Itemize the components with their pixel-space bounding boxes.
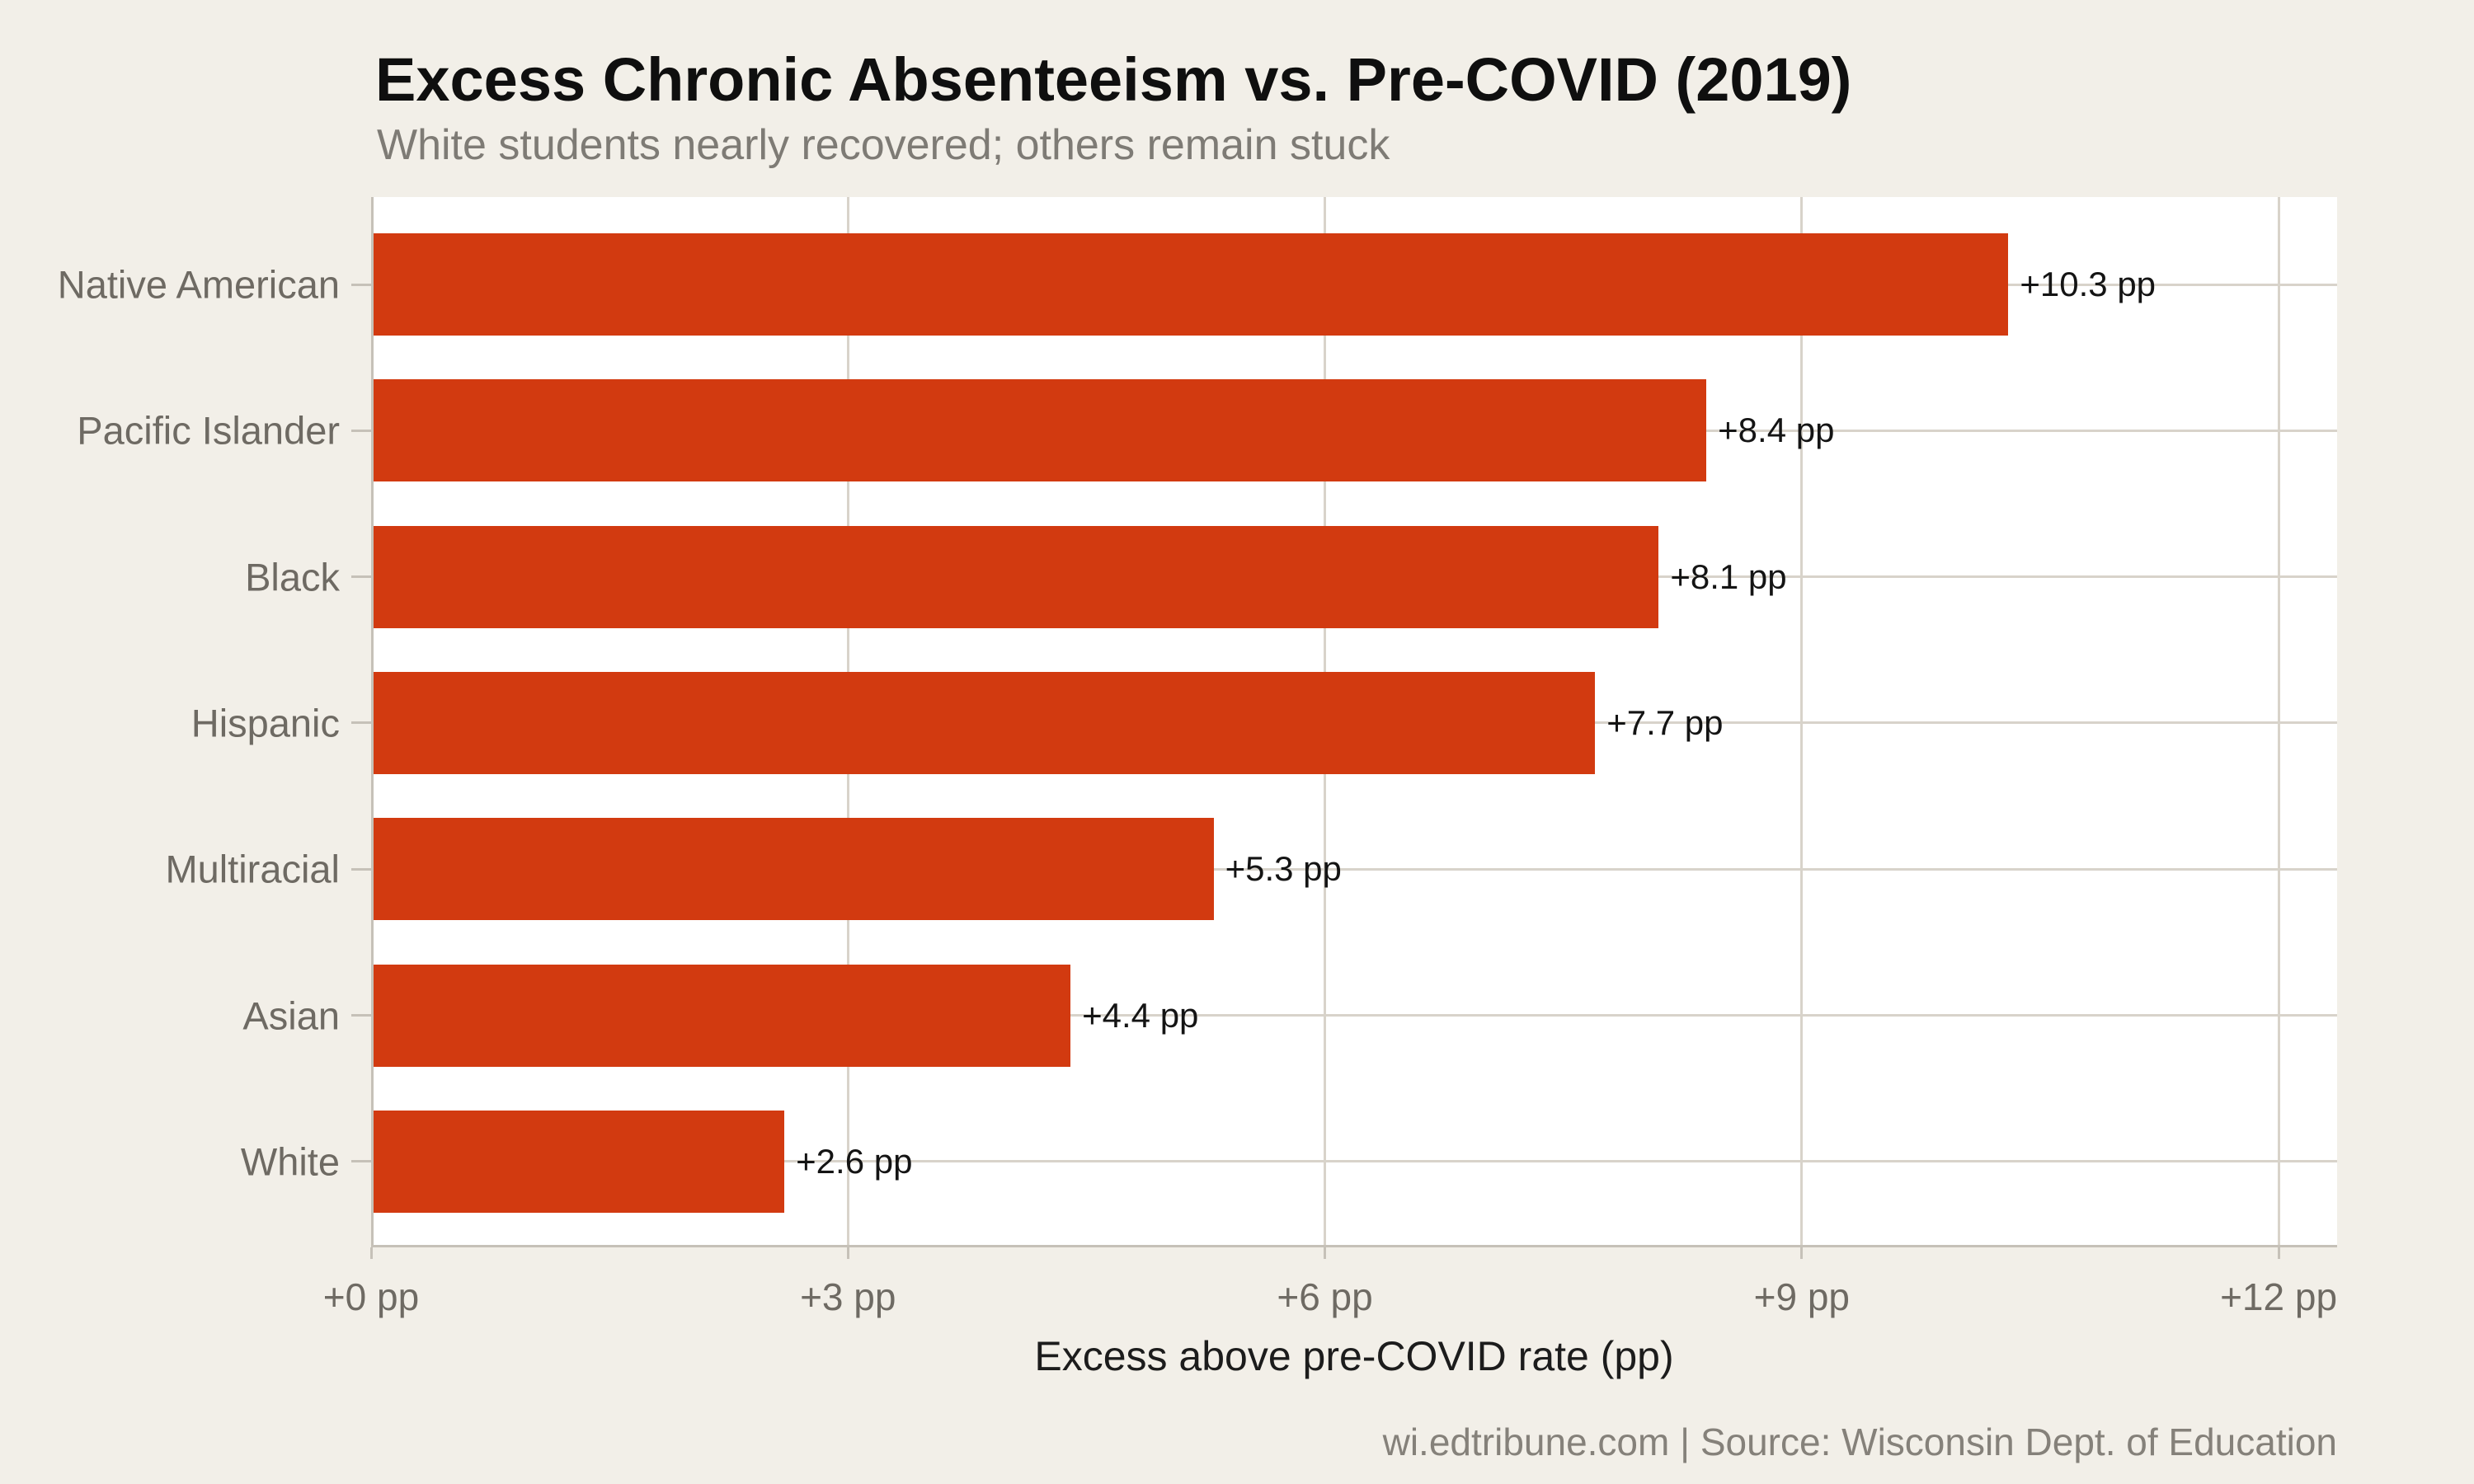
chart-subtitle: White students nearly recovered; others … [377, 121, 1390, 169]
x-tick-label: +0 pp [322, 1275, 420, 1318]
bar-value-label: +8.4 pp [1718, 411, 1835, 450]
bar-value-label: +10.3 pp [2020, 265, 2157, 303]
bar-asian [371, 964, 1071, 1067]
x-tick-mark [846, 1247, 849, 1259]
category-label-pacific-islander: Pacific Islander [77, 408, 340, 453]
y-axis-spine [371, 197, 374, 1245]
bar-hispanic [371, 671, 1596, 774]
bar-value-label: +2.6 pp [796, 1141, 913, 1181]
y-tick-mark [351, 1160, 371, 1163]
x-gridline [1800, 197, 1804, 1245]
category-label-hispanic: Hispanic [190, 701, 340, 745]
plot-area: +10.3 pp +8.4 pp +8.1 pp +7.7 pp +5.3 pp +4.4… [371, 197, 2337, 1245]
category-label-multiracial: Multiracial [165, 847, 340, 891]
x-tick-mark [369, 1247, 373, 1259]
source-credit: wi.edtribune.com | Source: Wisconsin Dep… [1382, 1421, 2337, 1463]
y-tick-mark [351, 283, 371, 286]
x-tick-label: +3 pp [800, 1275, 896, 1318]
y-tick-mark [351, 1014, 371, 1017]
category-label-native-american: Native American [57, 262, 340, 307]
bar-value-label: +5.3 pp [1225, 849, 1342, 889]
y-tick-mark [351, 721, 371, 725]
x-axis-title: Excess above pre-COVID rate (pp) [1034, 1333, 1674, 1379]
category-label-asian: Asian [242, 993, 340, 1038]
chart-title: Excess Chronic Absenteeism vs. Pre-COVID… [375, 45, 1852, 114]
x-tick-mark [1800, 1247, 1804, 1259]
x-tick-mark [2277, 1247, 2280, 1259]
y-gridline [371, 1160, 2337, 1163]
y-gridline [371, 867, 2337, 871]
y-tick-mark [351, 575, 371, 579]
bar-pacific-islander [371, 379, 1707, 482]
x-tick-label: +9 pp [1753, 1275, 1850, 1318]
bar-multiracial [371, 818, 1214, 921]
y-tick-mark [351, 429, 371, 432]
x-gridline [2277, 197, 2280, 1245]
y-gridline [371, 1014, 2337, 1017]
bar-white [371, 1110, 785, 1213]
x-tick-mark [1324, 1247, 1327, 1259]
bar-value-label: +8.1 pp [1670, 556, 1787, 596]
category-label-black: Black [245, 555, 340, 599]
bar-native-american [371, 233, 2009, 336]
x-tick-label: +6 pp [1277, 1275, 1373, 1318]
x-axis-line [371, 1245, 2337, 1247]
category-label-white: White [240, 1139, 340, 1184]
bar-value-label: +4.4 pp [1082, 995, 1199, 1035]
bar-black [371, 525, 1659, 628]
y-tick-mark [351, 867, 371, 871]
x-tick-label: +12 pp [2220, 1275, 2338, 1318]
bar-value-label: +7.7 pp [1606, 702, 1724, 742]
